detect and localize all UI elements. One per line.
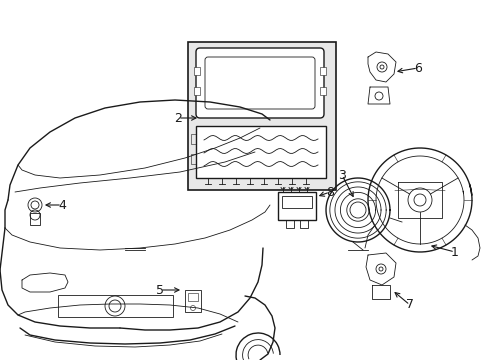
Text: 7: 7 <box>405 298 413 311</box>
Bar <box>191 154 196 164</box>
Bar <box>282 196 311 208</box>
Text: 2: 2 <box>174 112 182 125</box>
Bar <box>319 87 325 95</box>
Bar <box>278 192 315 220</box>
Bar <box>30 213 40 225</box>
Bar <box>196 126 325 178</box>
Bar <box>194 87 200 95</box>
Text: 3: 3 <box>337 168 345 181</box>
Text: 5: 5 <box>156 284 163 297</box>
Bar <box>187 293 198 301</box>
Bar <box>194 67 200 75</box>
Text: 6: 6 <box>413 62 421 75</box>
Bar <box>187 42 335 190</box>
Bar <box>299 220 307 228</box>
Bar <box>58 295 173 317</box>
Text: 4: 4 <box>58 198 66 212</box>
Text: 1: 1 <box>450 246 458 258</box>
FancyBboxPatch shape <box>196 48 324 118</box>
Bar <box>285 220 293 228</box>
Bar <box>191 134 196 144</box>
Bar <box>319 67 325 75</box>
Text: 8: 8 <box>325 185 333 198</box>
Bar <box>184 290 201 312</box>
